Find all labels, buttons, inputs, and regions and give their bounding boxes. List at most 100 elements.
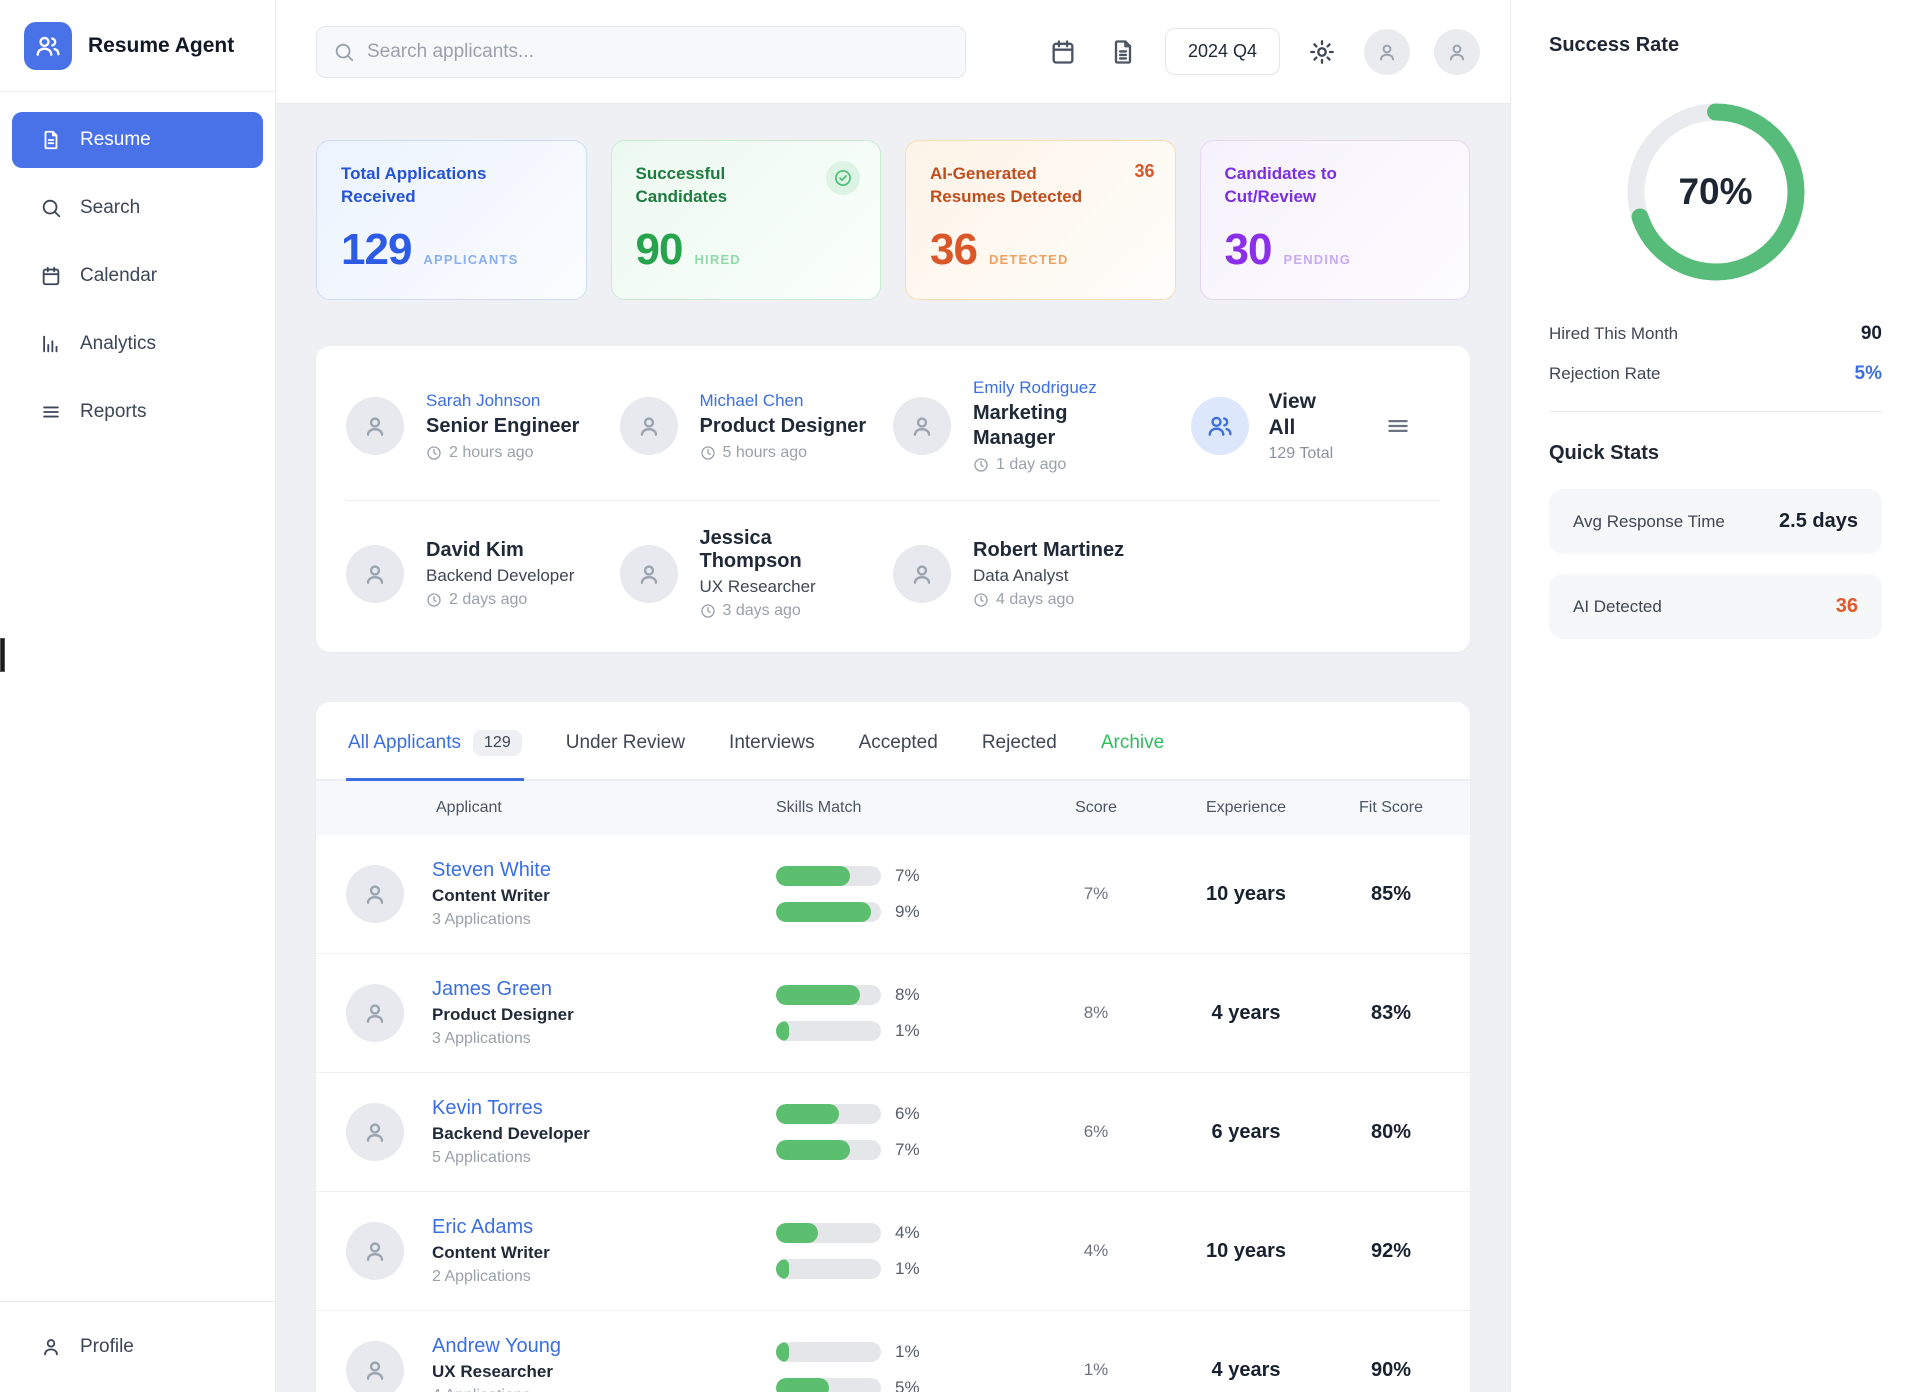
applicant-name[interactable]: Eric Adams: [432, 1216, 534, 1238]
clock-icon: [700, 604, 715, 618]
stat-label: Hired This Month: [1549, 324, 1679, 343]
recent-applicant[interactable]: Sarah Johnson Senior Engineer 2 hours ag…: [346, 352, 620, 500]
clock-icon: [974, 458, 988, 472]
avatar: [893, 544, 951, 603]
sidebar-item-analytics[interactable]: Analytics: [12, 316, 263, 372]
stat-caption: HIRED: [694, 252, 741, 267]
users-icon: [1208, 416, 1232, 436]
bar-label: 7%: [895, 866, 920, 885]
stat-value: 129: [341, 225, 412, 274]
calendar-button[interactable]: [1045, 34, 1081, 70]
sidebar-item-resume[interactable]: Resume: [12, 112, 263, 168]
search-box[interactable]: [316, 25, 966, 78]
menu-button[interactable]: [1385, 413, 1411, 439]
applicants-table-card: All Applicants 129 Under Review Intervie…: [316, 702, 1470, 1392]
applications-count: 3 Applications: [432, 911, 531, 928]
sidebar-item-profile[interactable]: Profile: [0, 1301, 275, 1392]
text-cursor-artifact: [0, 638, 5, 672]
view-all-cell: View All 129 Total: [1167, 352, 1441, 500]
applicant-role: Product Designer: [699, 414, 867, 437]
applicant-time: 4 days ago: [973, 591, 1124, 609]
hamburger-icon: [1387, 420, 1408, 432]
score-value: 7%: [1083, 884, 1109, 903]
tab-accepted[interactable]: Accepted: [857, 702, 940, 781]
bar-label: 1%: [895, 1259, 920, 1278]
applicant-role: Backend Developer: [432, 1124, 590, 1143]
view-all-button[interactable]: [1190, 397, 1249, 455]
tab-interviews[interactable]: Interviews: [727, 702, 817, 781]
applicant-time: 2 days ago: [426, 591, 574, 609]
fit-score-value: 90%: [1370, 1358, 1412, 1381]
tab-under-review[interactable]: Under Review: [564, 702, 687, 781]
applicant-name[interactable]: Michael Chen: [699, 390, 804, 410]
bar-label: 4%: [895, 1223, 920, 1242]
recent-applicant[interactable]: Michael Chen Product Designer 5 hours ag…: [619, 352, 894, 500]
sidebar-item-label: Calendar: [80, 265, 158, 286]
avatar: [619, 544, 678, 603]
progress-bar: [776, 1342, 881, 1362]
main-content: Total Applications Received 129 APPLICAN…: [276, 104, 1510, 1392]
applicant-name[interactable]: Kevin Torres: [432, 1097, 543, 1119]
document-button[interactable]: [1105, 34, 1141, 70]
applicant-time: 2 hours ago: [426, 444, 579, 462]
user-avatar-1[interactable]: [1364, 28, 1410, 75]
stat-label: AI Detected: [1573, 596, 1662, 616]
sidebar-item-label: Reports: [80, 401, 147, 422]
applicant-name[interactable]: James Green: [432, 978, 553, 1000]
sidebar-item-label: Resume: [80, 129, 151, 150]
applicant-role: Backend Developer: [426, 565, 575, 585]
sidebar-item-search[interactable]: Search: [12, 180, 263, 236]
applicant-name[interactable]: Jessica Thompson: [699, 527, 802, 572]
applications-count: 3 Applications: [432, 1030, 531, 1047]
fit-score-value: 80%: [1370, 1120, 1412, 1143]
sidebar-item-calendar[interactable]: Calendar: [12, 248, 263, 304]
avatar: [346, 544, 404, 603]
applicant-role: UX Researcher: [699, 577, 816, 596]
applicant-name[interactable]: Sarah Johnson: [426, 390, 541, 410]
tab-count-badge: 129: [473, 730, 522, 756]
stat-card-total-applications: Total Applications Received 129 APPLICAN…: [316, 140, 587, 300]
applicant-name[interactable]: Steven White: [432, 859, 551, 881]
applicant-name[interactable]: Andrew Young: [432, 1335, 562, 1357]
search-input[interactable]: [367, 40, 949, 63]
applicant-time: 1 day ago: [973, 456, 1151, 474]
bar-label: 8%: [895, 985, 920, 1004]
view-all-label[interactable]: View All: [1268, 389, 1316, 439]
applicant-time: 5 hours ago: [700, 444, 867, 462]
skills-match-bars: 7% 9%: [776, 866, 1031, 922]
recent-applicant[interactable]: Robert Martinez Data Analyst 4 days ago: [893, 501, 1167, 646]
tabs-bar: All Applicants 129 Under Review Intervie…: [316, 702, 1470, 781]
tab-all-applicants[interactable]: All Applicants 129: [346, 702, 524, 781]
settings-button[interactable]: [1304, 34, 1340, 70]
avatar: [346, 1222, 404, 1280]
search-icon: [333, 41, 355, 63]
stat-title: Successful Candidates: [635, 164, 728, 206]
progress-bar: [776, 1259, 881, 1279]
success-rate-value: 70%: [1678, 171, 1753, 212]
tab-rejected[interactable]: Rejected: [980, 702, 1059, 781]
tab-archive[interactable]: Archive: [1099, 702, 1166, 781]
stat-caption: PENDING: [1283, 252, 1352, 267]
table-row[interactable]: Kevin Torres Backend Developer 5 Applica…: [316, 1073, 1470, 1192]
stat-value: 90: [1860, 323, 1882, 344]
applicant-name[interactable]: Robert Martinez: [973, 538, 1125, 561]
stat-title: Total Applications Received: [341, 164, 487, 206]
success-rate-title: Success Rate: [1549, 34, 1680, 56]
recent-applicant[interactable]: Jessica Thompson UX Researcher 3 days ag…: [619, 501, 894, 646]
user-avatar-2[interactable]: [1434, 28, 1480, 75]
table-row[interactable]: Andrew Young UX Researcher 4 Application…: [316, 1311, 1470, 1392]
score-value: 4%: [1083, 1241, 1109, 1260]
table-row[interactable]: Eric Adams Content Writer 2 Applications…: [316, 1192, 1470, 1311]
applicant-name[interactable]: David Kim: [426, 538, 524, 561]
gear-icon: [1310, 39, 1334, 64]
recent-applicant[interactable]: David Kim Backend Developer 2 days ago: [346, 501, 620, 646]
skills-match-bars: 1% 5%: [776, 1342, 1031, 1392]
recent-row-2: David Kim Backend Developer 2 days ago J…: [346, 500, 1440, 646]
applicant-name[interactable]: Emily Rodriguez: [973, 378, 1097, 397]
table-row[interactable]: Steven White Content Writer 3 Applicatio…: [316, 835, 1470, 954]
fit-score-value: 83%: [1370, 1001, 1412, 1024]
sidebar-item-reports[interactable]: Reports: [12, 384, 263, 440]
recent-applicant[interactable]: Emily Rodriguez Marketing Manager 1 day …: [893, 352, 1167, 500]
table-row[interactable]: James Green Product Designer 3 Applicati…: [316, 954, 1470, 1073]
period-selector[interactable]: 2024 Q4: [1164, 28, 1280, 75]
